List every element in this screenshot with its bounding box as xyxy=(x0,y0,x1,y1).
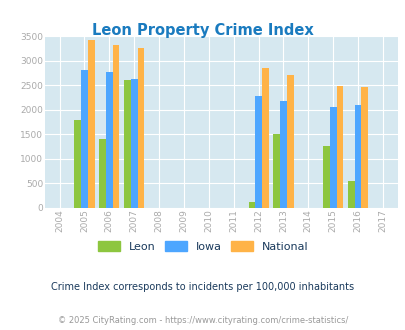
Bar xyxy=(106,72,113,208)
Text: Leon Property Crime Index: Leon Property Crime Index xyxy=(92,23,313,38)
Text: © 2025 CityRating.com - https://www.cityrating.com/crime-statistics/: © 2025 CityRating.com - https://www.city… xyxy=(58,315,347,325)
Bar xyxy=(137,48,144,208)
Bar xyxy=(255,96,261,208)
Bar xyxy=(273,134,279,208)
Bar xyxy=(130,80,137,208)
Bar xyxy=(87,40,94,208)
Bar xyxy=(354,105,360,208)
Legend: Leon, Iowa, National: Leon, Iowa, National xyxy=(93,237,312,256)
Bar xyxy=(329,107,336,208)
Bar xyxy=(336,86,343,208)
Bar xyxy=(113,45,119,208)
Bar xyxy=(360,87,367,208)
Bar xyxy=(322,146,329,208)
Text: Crime Index corresponds to incidents per 100,000 inhabitants: Crime Index corresponds to incidents per… xyxy=(51,282,354,292)
Bar xyxy=(124,81,130,208)
Bar xyxy=(74,120,81,208)
Bar xyxy=(347,182,354,208)
Bar xyxy=(81,70,87,208)
Bar xyxy=(248,202,255,208)
Bar xyxy=(279,101,286,208)
Bar xyxy=(286,75,293,208)
Bar xyxy=(99,139,106,208)
Bar xyxy=(261,68,268,208)
